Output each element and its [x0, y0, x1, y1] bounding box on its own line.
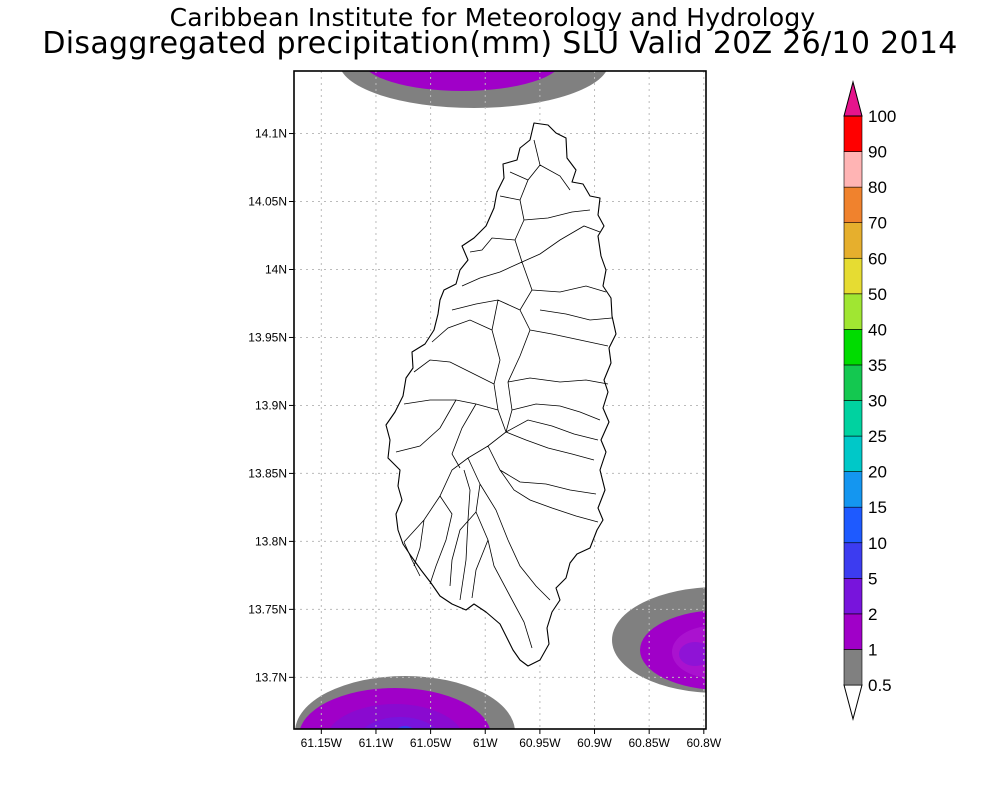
colorbar-level-label: 70 [868, 214, 887, 233]
lon-tick-label: 60.95W [519, 736, 561, 750]
colorbar-swatch [843, 186, 863, 223]
lon-tick-label: 61.05W [410, 736, 452, 750]
colorbar-level-label: 0.5 [868, 676, 892, 695]
island-saint-lucia [385, 122, 617, 667]
colorbar-swatch [843, 578, 863, 615]
lon-tick-label: 61.1W [359, 736, 394, 750]
colorbar-level-label: 90 [868, 143, 887, 162]
colorbar-min-triangle [843, 684, 863, 721]
colorbar-max-triangle [843, 80, 863, 117]
colorbar-level-label: 25 [868, 427, 887, 446]
title-institute: Caribbean Institute for Meteorology and … [169, 3, 816, 32]
colorbar-swatch [843, 471, 863, 508]
colorbar-level-label: 100 [868, 107, 896, 126]
lat-tick-label: 14.1N [255, 127, 287, 141]
colorbar-swatch [843, 506, 863, 544]
colorbar-level-label: 50 [868, 285, 887, 304]
lat-tick-label: 13.75N [248, 602, 287, 616]
colorbar-swatch [843, 542, 863, 579]
colorbar-level-label: 30 [868, 392, 887, 411]
lat-tick-label: 13.85N [248, 466, 287, 480]
colorbar-swatch [843, 364, 863, 401]
colorbar-swatch [843, 613, 863, 650]
colorbar-swatch [843, 329, 863, 366]
lon-tick-label: 60.8W [686, 736, 721, 750]
lon-tick-label: 61W [473, 736, 498, 750]
colorbar-level-label: 5 [868, 569, 877, 588]
colorbar-swatch [843, 649, 863, 686]
colorbar-level-label: 2 [868, 605, 877, 624]
precip-shading [295, 71, 706, 729]
colorbar-level-label: 1 [868, 640, 877, 659]
lon-tick-label: 61.15W [301, 736, 343, 750]
colorbar-level-label: 60 [868, 249, 887, 268]
axis-ticks: 14.1N 14.05N 14N 13.95N 13.9N 13.85N 13.8N 13.7… [248, 127, 722, 750]
colorbar-level-label: 40 [868, 320, 887, 339]
colorbar-level-label: 80 [868, 178, 887, 197]
lon-tick-label: 60.85W [628, 736, 670, 750]
island-coastline [385, 122, 617, 667]
colorbar-level-label: 35 [868, 356, 887, 375]
colorbar-swatch [843, 151, 863, 188]
colorbar-swatch [843, 435, 863, 472]
colorbar-swatch [843, 400, 863, 437]
map-frame [293, 70, 707, 730]
gridlines [294, 71, 706, 729]
precip-cell-southwest [295, 676, 515, 729]
precip-cell-southeast [612, 587, 706, 693]
island-watersheds [395, 139, 613, 649]
precip-cell-north [341, 71, 607, 108]
colorbar-swatch [843, 222, 863, 259]
colorbar-level-label: 10 [868, 534, 887, 553]
lat-tick-label: 13.7N [255, 670, 287, 684]
lat-tick-label: 13.9N [255, 398, 287, 412]
lat-tick-label: 14.05N [248, 195, 287, 209]
lon-tick-label: 60.9W [577, 736, 612, 750]
colorbar-level-label: 20 [868, 463, 887, 482]
lat-tick-label: 13.95N [248, 330, 287, 344]
colorbar-swatch [843, 293, 863, 330]
title-product: Disaggregated precipitation(mm) SLU Vali… [42, 26, 958, 61]
lat-tick-label: 13.8N [255, 534, 287, 548]
colorbar-swatch [843, 115, 863, 152]
colorbar-swatch [843, 257, 863, 295]
lat-tick-label: 14N [265, 262, 287, 276]
colorbar-level-label: 15 [868, 498, 887, 517]
